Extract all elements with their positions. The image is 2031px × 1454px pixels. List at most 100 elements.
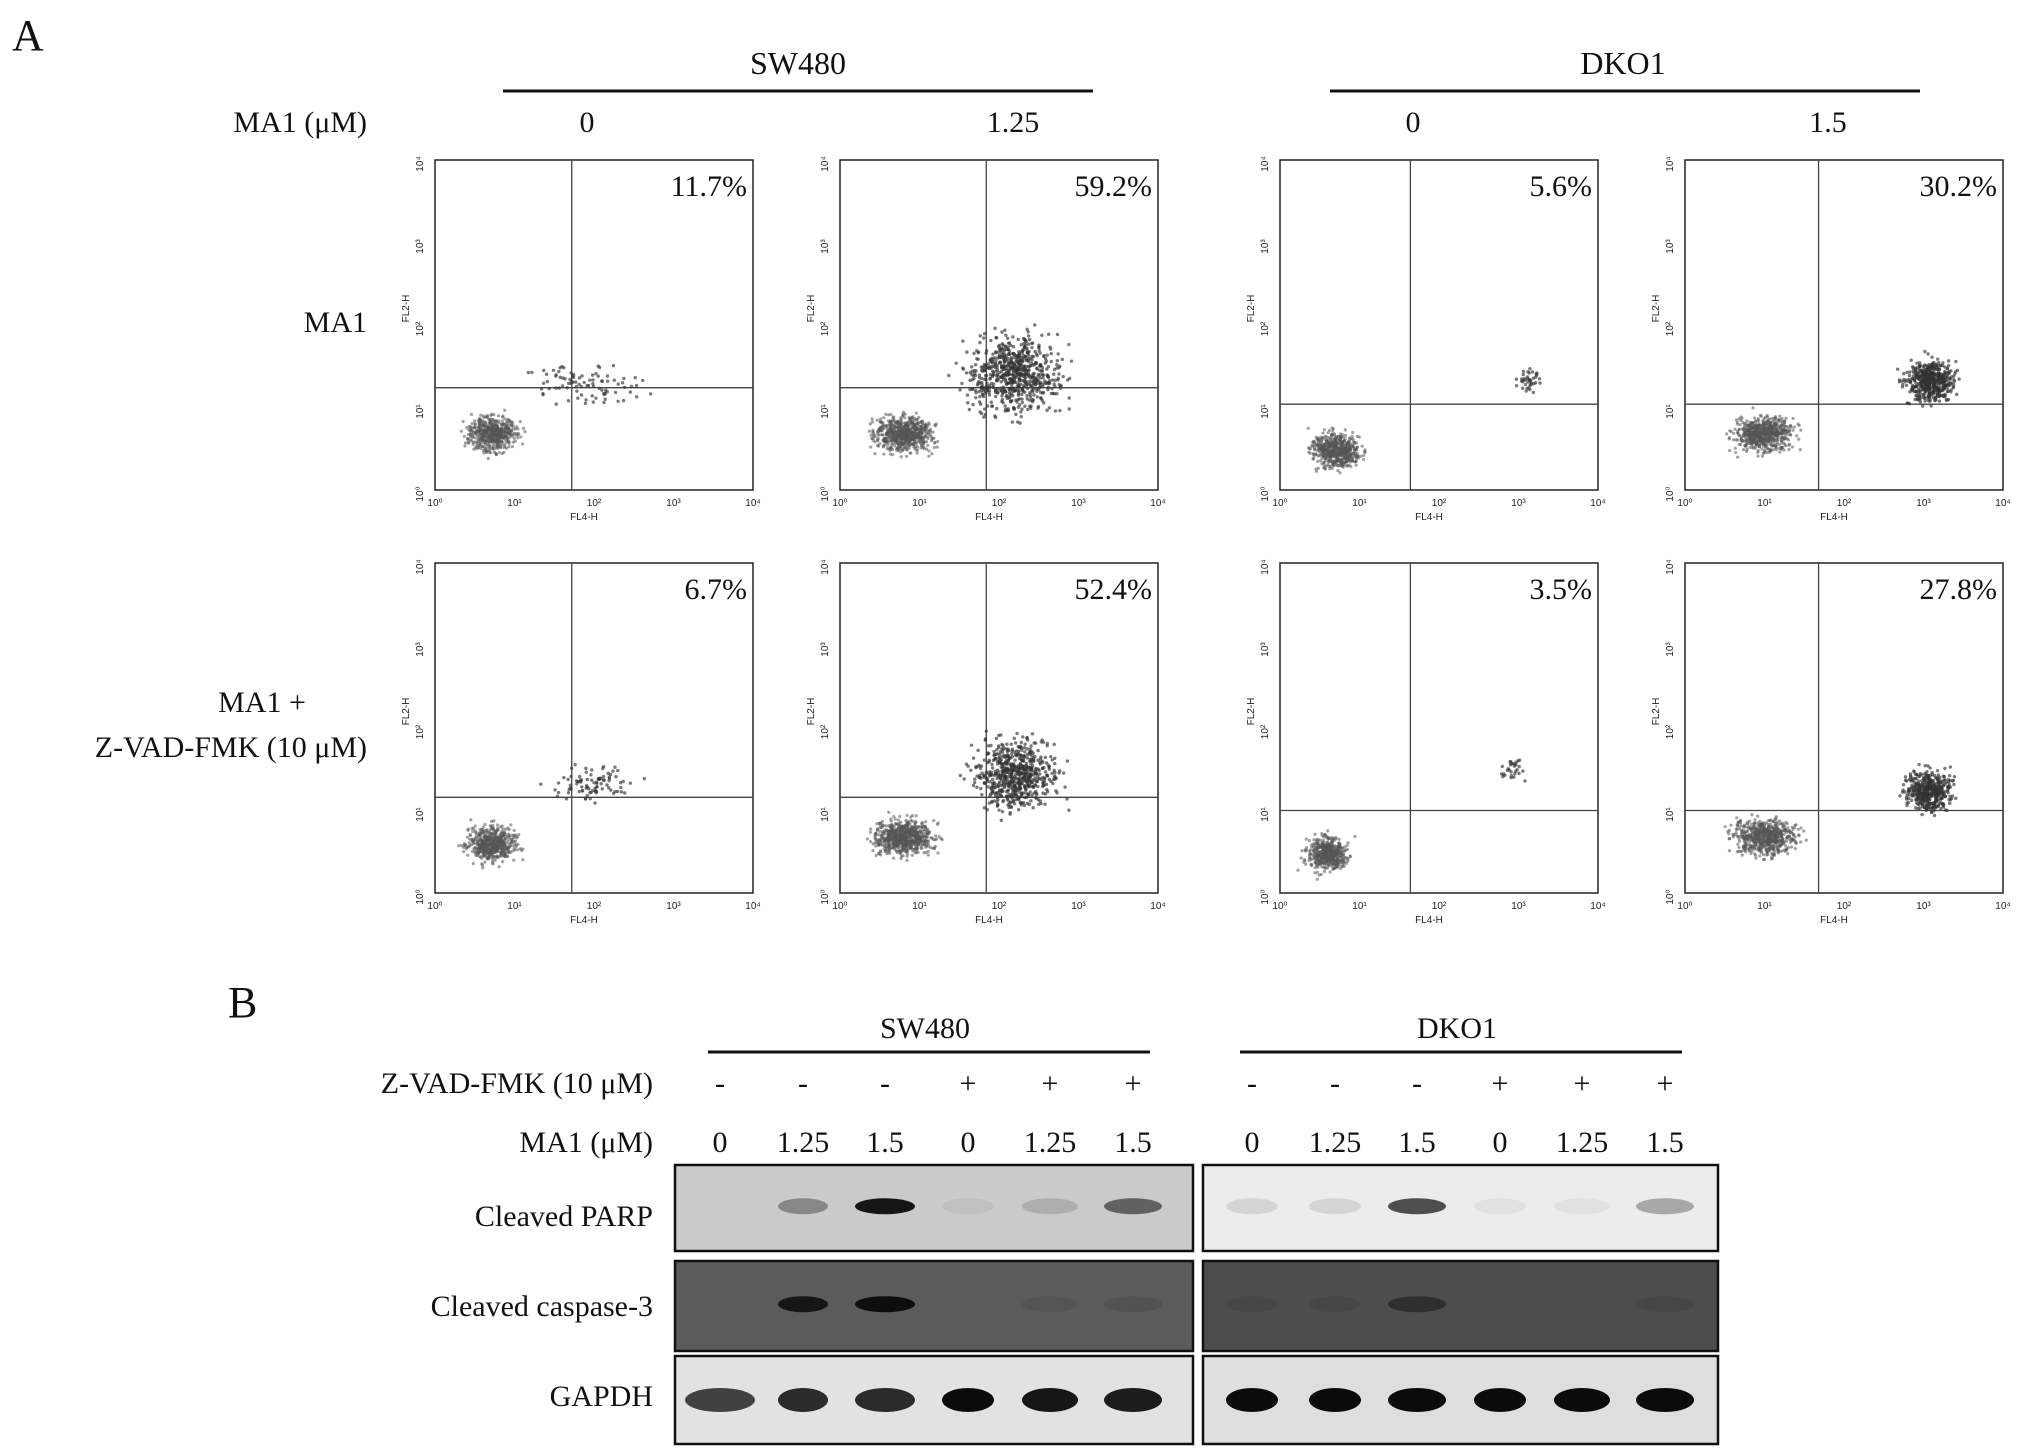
y-tick-label: 10³: [1260, 642, 1271, 657]
x-tick-label: 10¹: [1757, 901, 1772, 912]
row-label-zvad: Z-VAD-FMK (10 μM): [95, 731, 367, 764]
zvad-sign: -: [1247, 1067, 1257, 1100]
dose-dko1-1: 1.5: [1809, 106, 1847, 139]
percent-label: 3.5%: [1530, 573, 1593, 606]
x-tick-label: 10³: [1916, 901, 1931, 912]
x-tick-label: 10⁰: [427, 498, 442, 509]
y-tick-label: 10²: [1260, 724, 1271, 739]
x-tick-label: 10²: [587, 901, 602, 912]
ma1-dose: 1.5: [1398, 1126, 1436, 1159]
zvad-row-label: Z-VAD-FMK (10 μM): [381, 1067, 653, 1100]
x-axis-label: FL4-H: [570, 512, 598, 523]
x-tick-label: 10⁴: [745, 498, 760, 509]
x-tick-label: 10³: [1916, 498, 1931, 509]
x-tick-label: 10¹: [912, 901, 927, 912]
y-tick-label: 10¹: [415, 404, 426, 419]
x-tick-label: 10⁰: [832, 498, 847, 509]
y-tick-label: 10⁰: [820, 486, 831, 501]
blot-band: [1309, 1198, 1361, 1214]
y-tick-label: 10⁰: [1260, 889, 1271, 904]
y-tick-label: 10⁴: [1260, 559, 1271, 574]
y-tick-label: 10³: [820, 642, 831, 657]
ma1-row-label: MA1 (μM): [519, 1126, 653, 1159]
y-tick-label: 10³: [1260, 239, 1271, 254]
panel-a-letter: A: [12, 11, 44, 60]
x-tick-label: 10⁰: [1677, 901, 1692, 912]
ma1-dose: 1.5: [1114, 1126, 1152, 1159]
zvad-sign: -: [1330, 1067, 1340, 1100]
x-tick-label: 10⁰: [1272, 901, 1287, 912]
x-axis-label: FL4-H: [975, 512, 1003, 523]
blot-band: [1022, 1296, 1078, 1312]
y-axis-label: FL2-H: [806, 698, 817, 726]
flow-plot-5: 10⁰10⁰10¹10¹10²10²10³10³10⁴10⁴FL4-HFL2-H…: [806, 559, 1166, 926]
blot-band: [685, 1388, 755, 1412]
flow-plot-1: 10⁰10⁰10¹10¹10²10²10³10³10⁴10⁴FL4-HFL2-H…: [806, 156, 1166, 523]
x-tick-label: 10²: [1432, 901, 1447, 912]
blot-band: [778, 1198, 828, 1214]
x-tick-label: 10³: [666, 901, 681, 912]
y-tick-label: 10⁰: [1665, 889, 1676, 904]
x-tick-label: 10⁴: [1995, 498, 2010, 509]
y-tick-label: 10¹: [415, 807, 426, 822]
y-tick-label: 10²: [820, 724, 831, 739]
zvad-sign: +: [1125, 1067, 1142, 1100]
flow-plots: 10⁰10⁰10¹10¹10²10²10³10³10⁴10⁴FL4-HFL2-H…: [401, 156, 2011, 926]
blot-parp-0: [675, 1165, 1193, 1251]
x-tick-label: 10³: [1071, 498, 1086, 509]
x-axis-label: FL4-H: [1415, 512, 1443, 523]
y-axis-label: FL2-H: [401, 698, 412, 726]
x-tick-label: 10⁴: [1995, 901, 2010, 912]
blot-parp-1: [1203, 1165, 1718, 1251]
flow-plot-6: 10⁰10⁰10¹10¹10²10²10³10³10⁴10⁴FL4-HFL2-H…: [1246, 559, 1606, 926]
x-tick-label: 10¹: [507, 901, 522, 912]
flow-plot-7: 10⁰10⁰10¹10¹10²10²10³10³10⁴10⁴FL4-HFL2-H…: [1651, 559, 2011, 926]
ma1-dose: 1.25: [777, 1126, 830, 1159]
x-tick-label: 10²: [1432, 498, 1447, 509]
ma1-dose: 1.5: [1646, 1126, 1684, 1159]
x-axis-label: FL4-H: [975, 915, 1003, 926]
y-tick-label: 10³: [415, 239, 426, 254]
y-axis-label: FL2-H: [1246, 698, 1257, 726]
blot-band: [942, 1198, 994, 1214]
y-tick-label: 10¹: [820, 807, 831, 822]
x-tick-label: 10³: [666, 498, 681, 509]
blot-band: [778, 1296, 828, 1312]
blot-label-caspase3: Cleaved caspase-3: [431, 1290, 653, 1323]
dose-sw480-1: 1.25: [987, 106, 1040, 139]
x-tick-label: 10¹: [1352, 498, 1367, 509]
y-tick-label: 10⁴: [1665, 559, 1676, 574]
y-tick-label: 10³: [415, 642, 426, 657]
zvad-sign: -: [798, 1067, 808, 1100]
zvad-sign: +: [1574, 1067, 1591, 1100]
x-tick-label: 10³: [1511, 498, 1526, 509]
blot-band: [778, 1388, 828, 1412]
blot-band: [1474, 1388, 1526, 1412]
y-axis-label: FL2-H: [401, 295, 412, 323]
y-tick-label: 10⁴: [820, 156, 831, 171]
blot-band: [1309, 1388, 1361, 1412]
y-tick-label: 10¹: [820, 404, 831, 419]
y-tick-label: 10⁴: [1260, 156, 1271, 171]
flow-plot-2: 10⁰10⁰10¹10¹10²10²10³10³10⁴10⁴FL4-HFL2-H…: [1246, 156, 1606, 523]
x-tick-label: 10²: [1837, 498, 1852, 509]
dose-row-label: MA1 (μM): [233, 106, 367, 139]
x-tick-label: 10³: [1511, 901, 1526, 912]
group-header-sw480: SW480: [750, 45, 846, 81]
blot-band: [1226, 1198, 1278, 1214]
blot-caspase3-0: [675, 1261, 1193, 1351]
x-tick-label: 10²: [1837, 901, 1852, 912]
percent-label: 52.4%: [1075, 573, 1153, 606]
blot-label-parp: Cleaved PARP: [475, 1200, 653, 1233]
blot-band: [942, 1388, 994, 1412]
y-tick-label: 10²: [415, 724, 426, 739]
y-tick-label: 10⁴: [820, 559, 831, 574]
blot-gapdh-1: [1203, 1356, 1718, 1444]
x-tick-label: 10¹: [912, 498, 927, 509]
y-tick-label: 10⁴: [415, 156, 426, 171]
y-axis-label: FL2-H: [806, 295, 817, 323]
row-label-ma1: MA1: [304, 306, 367, 339]
x-axis-label: FL4-H: [1415, 915, 1443, 926]
y-axis-label: FL2-H: [1246, 295, 1257, 323]
